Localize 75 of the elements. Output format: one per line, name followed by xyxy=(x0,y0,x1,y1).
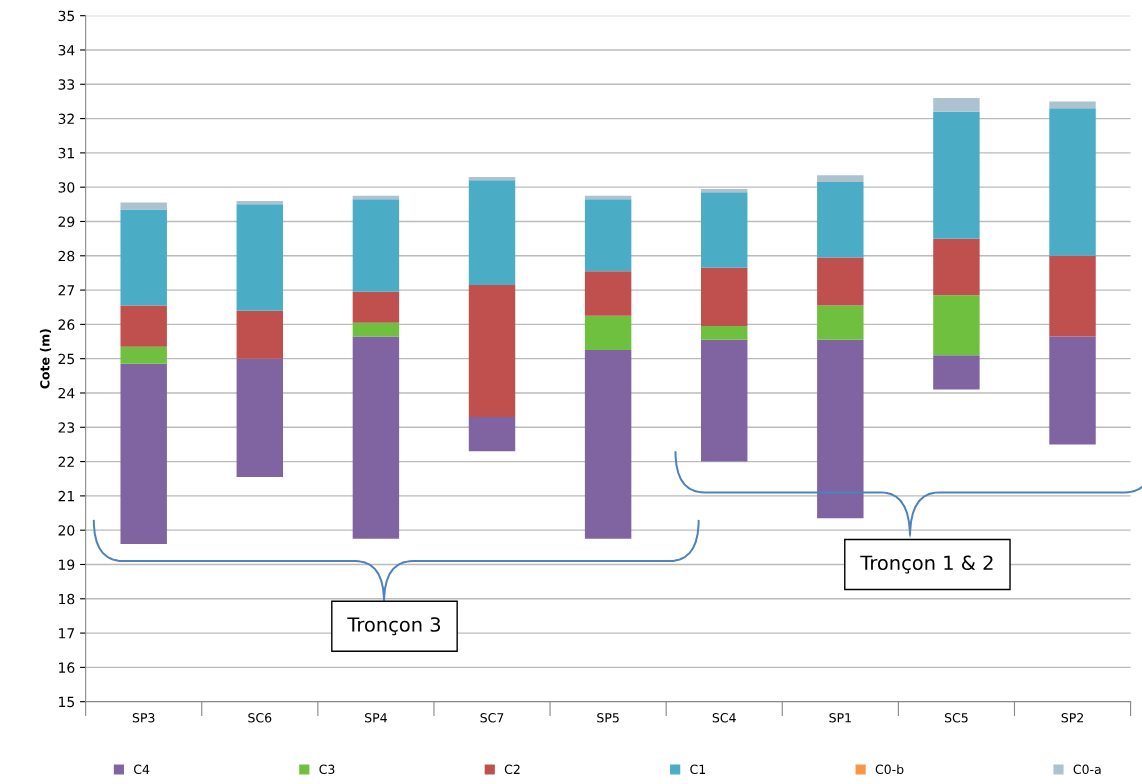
x-tick-label: SC4 xyxy=(712,713,736,723)
y-tick-label: 32 xyxy=(58,113,74,125)
bar xyxy=(584,271,632,316)
y-tick-label: 24 xyxy=(58,387,75,399)
y-tick-label: 31 xyxy=(58,147,74,159)
legend-label: C4 xyxy=(133,764,150,775)
bar xyxy=(701,267,748,327)
bar xyxy=(352,322,400,337)
bar xyxy=(1049,101,1096,109)
x-tick-label: SC6 xyxy=(248,713,272,723)
y-tick-label: 18 xyxy=(59,593,75,605)
y-tick-label: 28 xyxy=(58,250,75,262)
bar xyxy=(817,339,864,519)
bar xyxy=(817,257,864,306)
bar xyxy=(933,355,980,390)
bar xyxy=(1049,255,1096,337)
y-tick-label: 34 xyxy=(58,44,75,56)
x-tick-label: SP5 xyxy=(597,713,619,723)
x-tick-label: SC7 xyxy=(480,713,504,723)
x-tick-label: SP3 xyxy=(132,713,155,723)
y-tick-label: 29 xyxy=(58,216,75,227)
bar xyxy=(933,295,980,356)
x-tick-label: SP1 xyxy=(829,713,851,723)
bar xyxy=(352,291,400,323)
y-tick-label: 16 xyxy=(59,662,75,673)
bar xyxy=(468,180,516,285)
y-tick-label: 25 xyxy=(58,353,75,365)
annotation: Tronçon 3 xyxy=(347,617,441,636)
y-tick-label: 15 xyxy=(59,696,75,708)
bar xyxy=(584,315,632,351)
bar xyxy=(468,416,516,452)
legend-label: C3 xyxy=(319,764,335,775)
bar xyxy=(933,238,980,296)
y-tick-label: 33 xyxy=(58,79,75,90)
y-tick-label: 30 xyxy=(58,182,75,193)
bar xyxy=(701,339,748,462)
legend-label: C0-b xyxy=(875,764,904,775)
bar xyxy=(352,199,400,292)
bar xyxy=(120,363,167,544)
bar xyxy=(1049,336,1096,445)
bar xyxy=(120,209,167,306)
bar xyxy=(236,358,284,478)
legend-label: C1 xyxy=(690,764,706,775)
y-tick-label: 20 xyxy=(58,525,75,536)
bar xyxy=(236,204,284,311)
bar xyxy=(933,111,980,239)
legend-label: C0-a xyxy=(1073,764,1101,775)
y-tick-label: 23 xyxy=(58,422,75,433)
y-tick-label: 17 xyxy=(59,628,75,639)
y-tick-label: 35 xyxy=(58,10,75,22)
bar xyxy=(817,175,864,183)
bar xyxy=(933,98,980,112)
annotation: Tronçon 1 & 2 xyxy=(860,555,993,574)
bar xyxy=(584,350,632,539)
bar xyxy=(701,326,748,340)
y-tick-label: 21 xyxy=(58,490,74,502)
bar xyxy=(701,192,748,268)
bar xyxy=(120,346,167,364)
bar xyxy=(817,305,864,340)
x-tick-label: SC5 xyxy=(944,713,968,723)
bar xyxy=(1049,108,1096,256)
y-tick-label: 27 xyxy=(58,285,75,296)
bar xyxy=(584,199,632,272)
bar xyxy=(120,305,167,347)
bar xyxy=(352,336,400,539)
bar xyxy=(236,310,284,359)
x-tick-label: SP2 xyxy=(1061,713,1083,723)
y-axis-title: Cote (m) xyxy=(39,329,52,389)
bar xyxy=(817,182,864,258)
legend-label: C2 xyxy=(504,764,520,775)
y-tick-label: 22 xyxy=(58,456,74,467)
bar xyxy=(468,284,516,417)
x-tick-label: SP4 xyxy=(365,713,387,723)
y-tick-label: 19 xyxy=(59,559,75,570)
y-tick-label: 26 xyxy=(58,319,75,330)
